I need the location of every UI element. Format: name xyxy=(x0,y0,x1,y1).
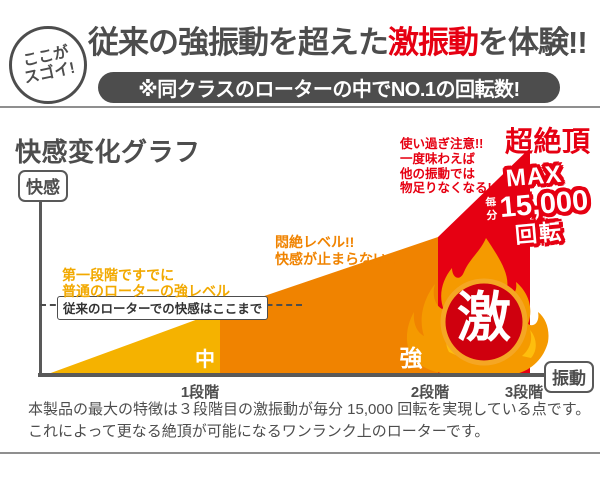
x-tick-stage2: 2段階 xyxy=(410,384,450,401)
x-axis-line xyxy=(38,373,546,377)
overuse-warning: 使い過ぎ注意!! 一度味わえば 他の振動では 物足りなくなる!? xyxy=(400,137,499,196)
peak-label: 超絶頂 xyxy=(505,126,591,157)
headline-suffix: を体験!! xyxy=(478,25,588,60)
footer-line2: これによって更なる絶頂が可能になるワンランク上のローターです。 xyxy=(28,422,490,440)
per-minute-unit: 毎分 xyxy=(484,196,498,222)
warning-line2: 一度味わえば xyxy=(400,151,476,166)
highlight-badge-text: ここが スゴイ! xyxy=(19,43,77,88)
warning-line3: 他の振動では xyxy=(400,166,476,181)
top-divider xyxy=(0,106,600,108)
stage1-annotation: 第一段階ですでに 普通のローターの強レベル xyxy=(62,267,230,299)
x-tick-stage3: 3段階 xyxy=(504,384,544,401)
rotation-value: 15,000 xyxy=(498,184,590,225)
y-axis-line xyxy=(39,196,42,377)
segment-label-strong: 強 xyxy=(399,345,423,371)
subtitle-text: ※同クラスのローターの中でNO.1の回転数! xyxy=(138,79,520,101)
conventional-limit-label: 従来のローターでの快感はここまで xyxy=(57,296,269,320)
stage2-annotation-line2: 快感が止まらない!! xyxy=(275,250,397,267)
max-rotation-badge: MAX 毎分 15,000 回転 xyxy=(476,160,598,250)
headline-prefix: 従来の強振動を超えた xyxy=(88,25,389,60)
headline-accent: 激振動 xyxy=(388,25,479,60)
x-axis-label: 振動 xyxy=(544,361,594,393)
stage2-annotation: 悶絶レベル!! 快感が止まらない!! xyxy=(275,234,396,268)
stage2-annotation-line1: 悶絶レベル!! xyxy=(275,234,355,250)
chart-title: 快感変化グラフ xyxy=(15,137,201,167)
x-tick-stage1: 1段階 xyxy=(180,384,220,401)
warning-line1: 使い過ぎ注意!! xyxy=(400,137,484,151)
footer-description: 本製品の最大の特徴は３段階目の激振動が毎分 15,000 回転を実現している点で… xyxy=(28,399,590,443)
main-headline: 従来の強振動を超えた激振動を体験!! xyxy=(88,25,588,60)
stage1-annotation-line2: 普通のローターの強レベル xyxy=(62,282,230,299)
subtitle-pill: ※同クラスのローターの中でNO.1の回転数! xyxy=(98,72,560,103)
bottom-divider xyxy=(0,452,600,454)
y-axis-label: 快感 xyxy=(18,170,68,202)
highlight-badge: ここが スゴイ! xyxy=(9,26,87,104)
segment-label-geki: 激 xyxy=(457,288,511,348)
footer-line1: 本製品の最大の特徴は３段階目の激振動が毎分 15,000 回転を実現している点で… xyxy=(28,401,591,418)
stage1-annotation-line1: 第一段階ですでに xyxy=(62,267,175,283)
segment-label-mid: 中 xyxy=(195,349,215,371)
warning-line4: 物足りなくなる!? xyxy=(400,181,500,196)
